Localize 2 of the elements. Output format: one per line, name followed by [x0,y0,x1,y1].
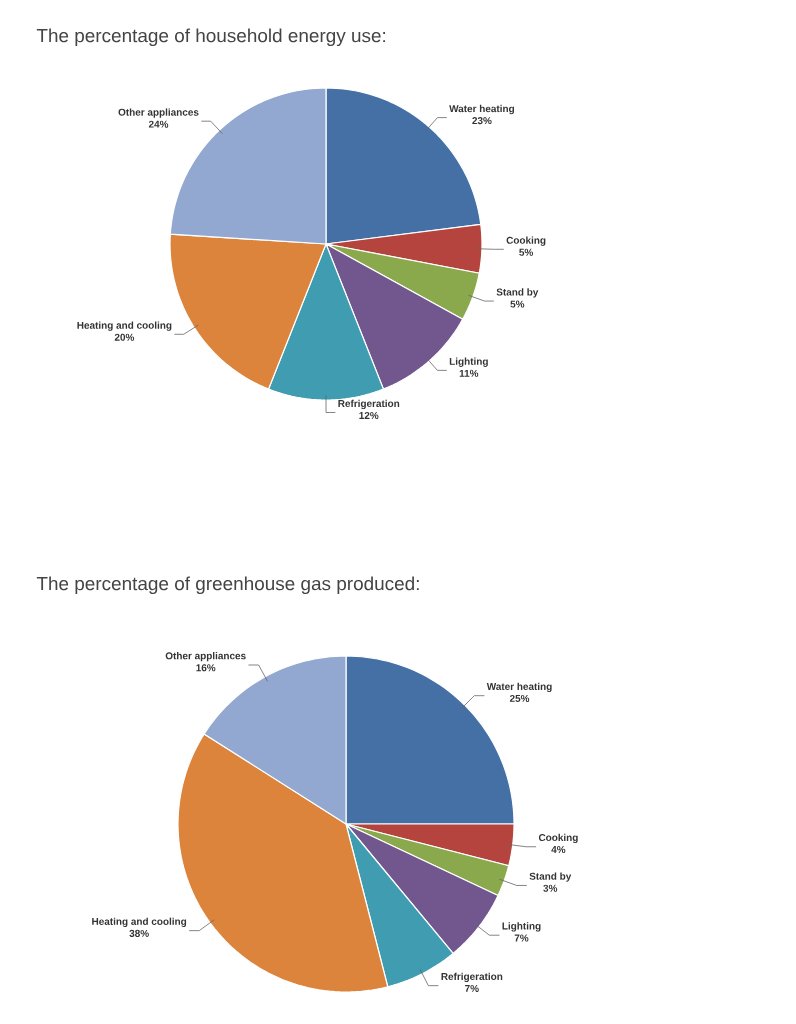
chart-title: The percentage of household energy use: [36,28,386,47]
chart-title: The percentage of greenhouse gas produced: [36,576,419,595]
